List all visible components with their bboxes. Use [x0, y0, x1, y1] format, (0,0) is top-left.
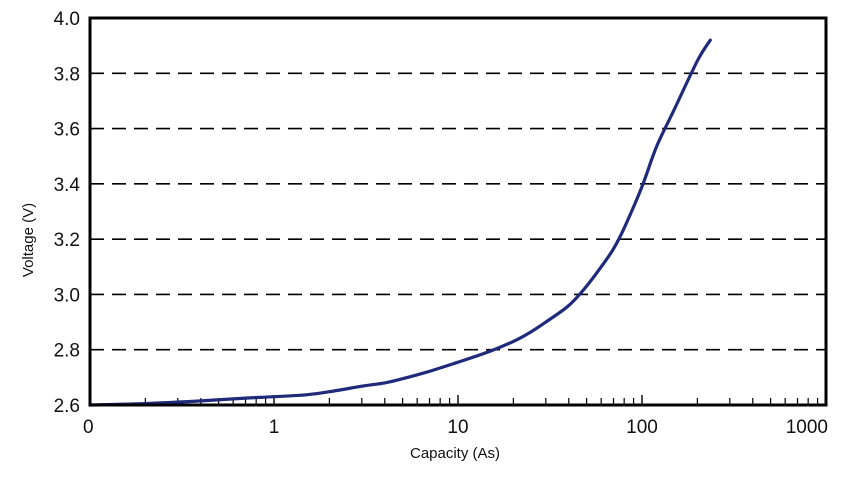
voltage-series-line — [88, 38, 712, 407]
y-tick-labels: 2.6 2.8 3.0 3.2 3.4 3.6 3.8 4.0 — [54, 9, 81, 417]
y-tick-label: 3.0 — [54, 285, 80, 306]
y-tick-label: 3.8 — [54, 64, 80, 85]
y-tick-label: 3.6 — [54, 120, 80, 141]
y-tick-label: 4.0 — [54, 9, 80, 30]
plot-area — [90, 18, 826, 405]
x-tick-label: 10 — [447, 417, 468, 438]
y-tick-label: 2.6 — [54, 396, 80, 417]
gridlines — [90, 72, 826, 351]
series-group — [88, 38, 712, 407]
x-tick-label: 1 — [269, 417, 280, 438]
x-tick-label: 0 — [83, 417, 94, 438]
y-axis-title: Voltage (V) — [20, 203, 37, 277]
y-tick-label: 3.4 — [54, 175, 81, 196]
x-tick-labels: 0 1 10 100 1000 — [83, 417, 828, 438]
x-tick-label: 100 — [626, 417, 658, 438]
y-tick-label: 2.8 — [54, 341, 80, 362]
y-tick-label: 3.2 — [54, 230, 80, 251]
x-axis-title: Capacity (As) — [410, 445, 500, 462]
x-tick-label: 1000 — [786, 417, 828, 438]
plot-frame — [88, 16, 828, 407]
